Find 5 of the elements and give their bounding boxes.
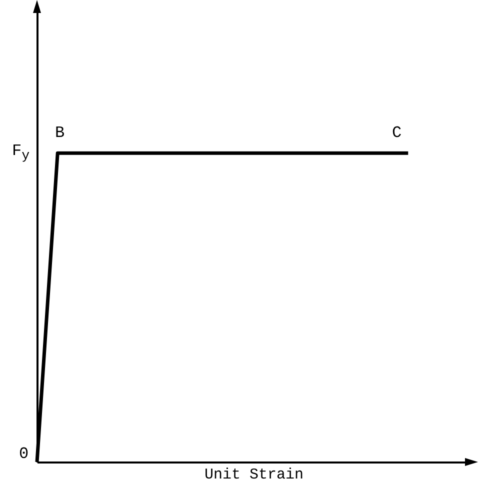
text: B	[55, 124, 65, 142]
text: 0	[19, 445, 29, 463]
text: C	[392, 124, 402, 142]
x-axis-title: Unit Strain	[204, 466, 304, 481]
text: F$_{y}$	[12, 142, 30, 164]
